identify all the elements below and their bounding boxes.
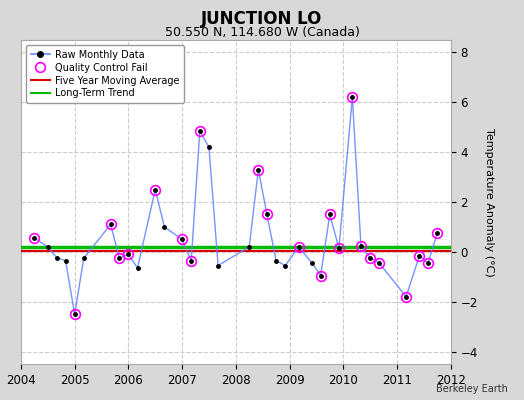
Text: 50.550 N, 114.680 W (Canada): 50.550 N, 114.680 W (Canada) [165,26,359,39]
Y-axis label: Temperature Anomaly (°C): Temperature Anomaly (°C) [484,128,495,276]
Text: Berkeley Earth: Berkeley Earth [436,384,508,394]
Text: JUNCTION LO: JUNCTION LO [201,10,323,28]
Legend: Raw Monthly Data, Quality Control Fail, Five Year Moving Average, Long-Term Tren: Raw Monthly Data, Quality Control Fail, … [26,45,184,103]
